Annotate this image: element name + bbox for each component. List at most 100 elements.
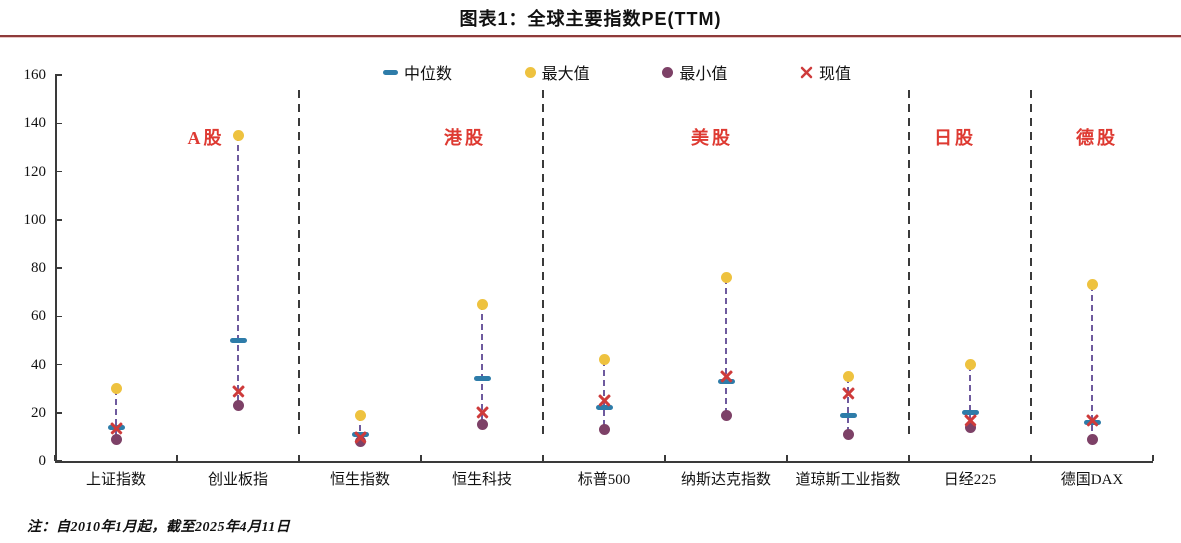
median-marker	[717, 378, 735, 384]
min-max-connector	[603, 359, 605, 430]
max-marker	[110, 383, 122, 395]
min-marker	[720, 409, 732, 421]
y-tick	[55, 363, 62, 366]
y-tick-label: 140	[23, 115, 47, 132]
legend-item-max: 最大值	[524, 60, 590, 84]
min-max-connector	[969, 364, 971, 428]
legend-label-current: 现值	[818, 66, 851, 83]
median-marker-icon	[383, 69, 398, 75]
max-marker	[598, 354, 610, 366]
median-marker	[961, 410, 979, 416]
legend-label-max: 最大值	[541, 66, 590, 83]
y-tick-label: 60	[31, 308, 46, 325]
x-tick	[1152, 455, 1154, 461]
min-marker	[1086, 433, 1098, 445]
x-tick	[542, 455, 544, 461]
y-tick-label: 40	[31, 356, 46, 373]
min-marker-icon	[662, 66, 674, 78]
x-tick	[420, 455, 422, 461]
y-tick-label: 120	[23, 163, 47, 180]
group-separator-line	[908, 90, 910, 435]
y-tick	[55, 122, 62, 124]
title-rule	[0, 35, 1181, 38]
legend-item-min: 最小值	[662, 60, 727, 84]
current-marker	[475, 406, 489, 419]
min-max-connector	[359, 415, 361, 442]
x-tick	[176, 455, 178, 461]
median-marker	[595, 405, 613, 411]
current-marker	[963, 413, 977, 427]
min-max-connector	[1091, 284, 1093, 440]
min-max-connector	[481, 304, 483, 425]
y-tick	[55, 412, 62, 414]
max-marker	[1086, 279, 1098, 291]
x-tick	[1030, 455, 1032, 461]
current-marker	[353, 430, 367, 444]
legend-label-median: 中位数	[404, 66, 453, 83]
category-label: 日经225	[943, 472, 997, 488]
y-tick	[55, 74, 62, 76]
current-marker	[1085, 413, 1099, 427]
y-tick-label: 0	[38, 453, 47, 469]
min-marker	[476, 419, 488, 431]
legend-item-current: 现值	[800, 60, 851, 84]
current-marker	[719, 370, 733, 383]
max-marker	[232, 129, 244, 141]
y-tick-label: 80	[31, 260, 46, 276]
x-tick	[298, 455, 300, 461]
legend: 中位数 最大值 最小值 现值	[383, 60, 851, 84]
median-marker	[473, 376, 491, 382]
min-marker	[598, 424, 610, 436]
group-separator-line	[542, 90, 544, 435]
category-label: 标普500	[577, 472, 631, 488]
min-max-connector	[725, 277, 727, 416]
group-separator-line	[298, 90, 300, 435]
legend-item-median: 中位数	[383, 60, 452, 84]
y-tick-label: 160	[23, 67, 47, 83]
min-marker	[110, 433, 122, 445]
group-label: 港股	[444, 128, 486, 148]
category-label: 恒生指数	[329, 472, 390, 488]
max-marker-icon	[524, 66, 536, 78]
min-max-connector	[237, 135, 239, 406]
y-tick	[55, 460, 62, 462]
category-label: 创业板指	[207, 472, 268, 488]
min-marker	[354, 436, 366, 448]
y-tick	[55, 170, 62, 173]
x-tick	[664, 455, 666, 461]
median-marker	[229, 337, 247, 343]
group-separator-line	[1030, 90, 1032, 435]
category-label: 德国DAX	[1060, 472, 1124, 488]
x-tick	[54, 455, 56, 461]
x-tick	[786, 455, 788, 461]
max-marker	[964, 359, 976, 370]
y-tick-label: 20	[31, 404, 46, 421]
max-marker	[842, 371, 854, 383]
current-marker	[109, 422, 123, 435]
y-tick	[55, 219, 62, 221]
x-axis-line	[55, 461, 1153, 463]
chart-title: 图表1：全球主要指数PE(TTM)	[459, 9, 722, 29]
min-max-connector	[847, 376, 849, 435]
x-marker-icon	[800, 66, 813, 79]
median-marker	[839, 412, 857, 418]
category-label: 恒生科技	[451, 472, 512, 488]
min-marker	[232, 400, 244, 411]
max-marker	[720, 272, 732, 284]
current-marker	[841, 387, 855, 400]
group-label: 德股	[1076, 128, 1118, 148]
max-marker	[354, 409, 366, 421]
y-tick	[55, 267, 62, 269]
current-marker	[597, 394, 611, 407]
group-label: A股	[187, 128, 225, 148]
source-note: 注：自2010年1月起，截至2025年4月11日	[27, 520, 291, 535]
x-tick	[908, 455, 910, 461]
category-label: 上证指数	[85, 472, 146, 488]
min-max-connector	[115, 388, 117, 440]
max-marker	[476, 298, 488, 310]
group-label: 日股	[934, 128, 976, 148]
category-label: 纳斯达克指数	[680, 472, 771, 488]
group-label: 美股	[691, 128, 733, 148]
current-marker	[231, 384, 245, 398]
